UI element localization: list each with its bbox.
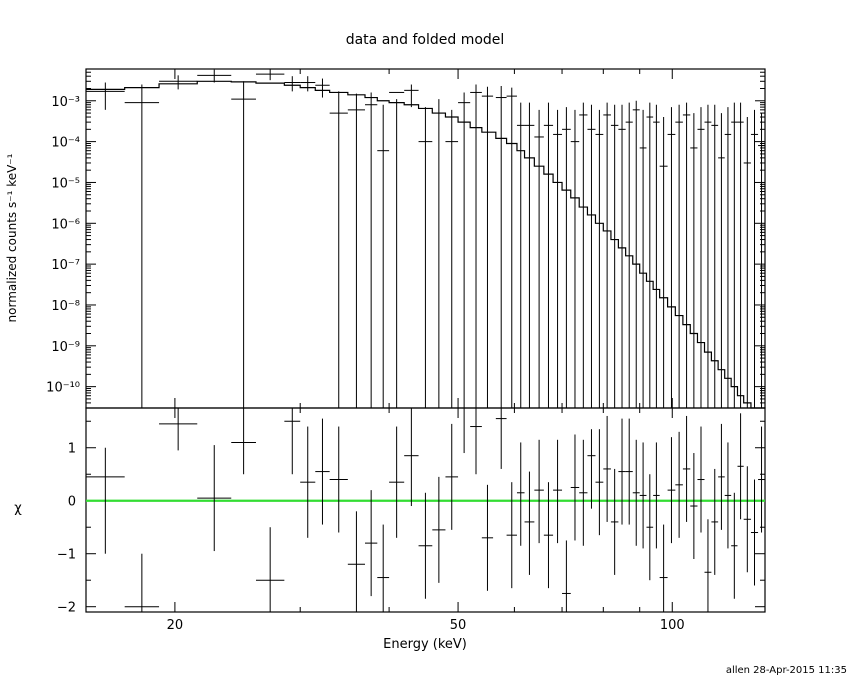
folded-model-line bbox=[86, 80, 765, 409]
x-tick-labels: 20 50 100 bbox=[167, 618, 685, 633]
y-tick-label: 0 bbox=[68, 495, 76, 510]
residual-frame bbox=[85, 407, 766, 613]
x-tick-label: 100 bbox=[660, 618, 685, 633]
y-tick-label: 10⁻⁴ bbox=[51, 136, 80, 151]
y-tick-label: 10⁻⁶ bbox=[51, 217, 80, 232]
y-tick-label: −2 bbox=[57, 601, 76, 616]
residual-panel: −2 −1 0 1 χ bbox=[14, 407, 766, 616]
spectrum-panel: 10⁻¹⁰ 10⁻⁹ 10⁻⁸ 10⁻⁷ 10⁻⁶ 10⁻⁵ 10⁻⁴ 10⁻³ normal… bbox=[5, 68, 766, 409]
spectrum-data-points bbox=[86, 69, 765, 408]
y-tick-label: 10⁻¹⁰ bbox=[46, 381, 80, 396]
chart-title: data and folded model bbox=[346, 32, 505, 48]
y-tick-label: 10⁻³ bbox=[51, 95, 80, 110]
residual-ylabel: χ bbox=[14, 501, 22, 516]
spectrum-axis-ticks: 10⁻¹⁰ 10⁻⁹ 10⁻⁸ 10⁻⁷ 10⁻⁶ 10⁻⁵ 10⁻⁴ 10⁻³ bbox=[46, 68, 765, 409]
residual-data-points bbox=[86, 407, 765, 612]
spectrum-ylabel: normalized counts s⁻¹ keV⁻¹ bbox=[5, 153, 19, 322]
y-tick-label: 10⁻⁹ bbox=[51, 340, 80, 355]
footer-timestamp: allen 28-Apr-2015 11:35 bbox=[726, 665, 847, 676]
y-tick-label: 10⁻⁵ bbox=[51, 176, 80, 191]
y-tick-label: 10⁻⁸ bbox=[51, 299, 80, 314]
y-tick-label: −1 bbox=[57, 548, 76, 563]
x-tick-label: 20 bbox=[167, 618, 184, 633]
x-axis-label: Energy (keV) bbox=[383, 637, 467, 652]
y-tick-label: 10⁻⁷ bbox=[51, 258, 80, 273]
y-tick-label: 1 bbox=[68, 442, 76, 457]
x-tick-label: 50 bbox=[450, 618, 467, 633]
